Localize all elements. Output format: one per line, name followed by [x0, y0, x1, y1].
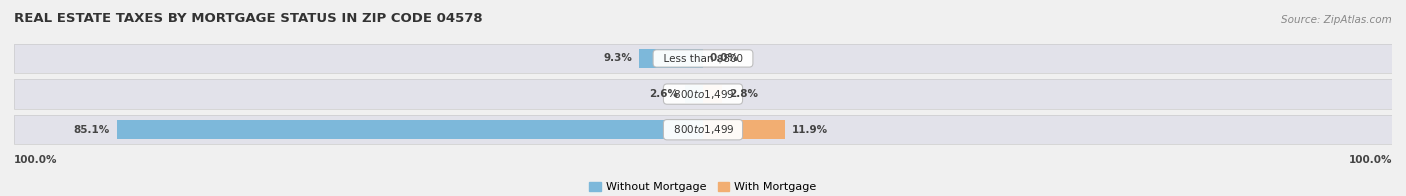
- Text: 0.0%: 0.0%: [710, 54, 740, 64]
- Bar: [14, 44, 1392, 73]
- Text: 85.1%: 85.1%: [73, 125, 110, 135]
- Text: Source: ZipAtlas.com: Source: ZipAtlas.com: [1281, 15, 1392, 24]
- Text: REAL ESTATE TAXES BY MORTGAGE STATUS IN ZIP CODE 04578: REAL ESTATE TAXES BY MORTGAGE STATUS IN …: [14, 12, 482, 24]
- Text: $800 to $1,499: $800 to $1,499: [666, 88, 740, 101]
- Bar: [14, 79, 1392, 109]
- Legend: Without Mortgage, With Mortgage: Without Mortgage, With Mortgage: [585, 178, 821, 196]
- Text: 11.9%: 11.9%: [792, 125, 828, 135]
- Text: $800 to $1,499: $800 to $1,499: [666, 123, 740, 136]
- Bar: [14, 115, 1392, 144]
- Bar: [638, 49, 703, 68]
- Text: Less than $800: Less than $800: [657, 54, 749, 64]
- Bar: [685, 85, 703, 103]
- Text: 100.0%: 100.0%: [1348, 155, 1392, 165]
- Text: 9.3%: 9.3%: [603, 54, 633, 64]
- Bar: [14, 115, 1392, 144]
- Text: 2.6%: 2.6%: [650, 89, 678, 99]
- Bar: [703, 121, 785, 139]
- Text: 100.0%: 100.0%: [14, 155, 58, 165]
- Bar: [14, 79, 1392, 109]
- Bar: [14, 44, 1392, 73]
- Bar: [703, 85, 723, 103]
- Text: 2.8%: 2.8%: [730, 89, 758, 99]
- Bar: [117, 121, 703, 139]
